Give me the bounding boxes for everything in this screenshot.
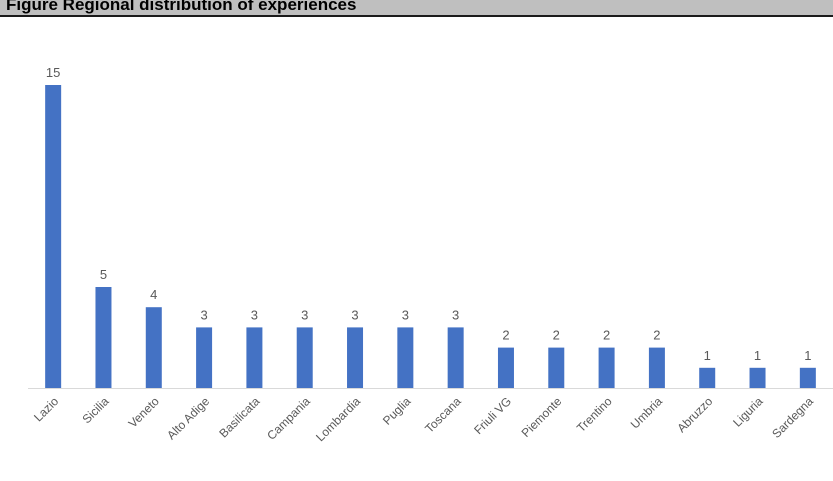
x-tick-label: Piemonte	[519, 394, 565, 440]
x-tick-label: Liguria	[730, 394, 766, 430]
data-label: 3	[402, 307, 409, 322]
data-label: 3	[200, 307, 207, 322]
bar-chart: 15 Lazio 5 Sicilia 4 Veneto 3 Alto Adige 3 Basili…	[28, 65, 833, 444]
data-label: 2	[553, 328, 560, 343]
x-tick-label: Lazio	[31, 394, 61, 424]
data-label: 5	[100, 267, 107, 282]
bar	[548, 347, 565, 388]
bar	[95, 287, 112, 388]
bar	[296, 327, 313, 388]
bar	[447, 327, 464, 388]
figure-caption: Figure Regional distribution of experien…	[6, 0, 357, 14]
bar	[699, 367, 716, 388]
data-label: 15	[46, 65, 60, 80]
data-label: 3	[251, 307, 258, 322]
bar	[598, 347, 615, 388]
chart-area: 15 Lazio 5 Sicilia 4 Veneto 3 Alto Adige 3 Basili…	[0, 17, 833, 476]
x-tick-label: Puglia	[380, 394, 414, 428]
x-tick-label: Toscana	[422, 394, 464, 436]
bar	[145, 307, 162, 388]
data-label: 2	[603, 328, 610, 343]
data-label: 1	[704, 348, 711, 363]
bar	[497, 347, 514, 388]
x-tick-label: Umbria	[628, 394, 665, 431]
x-tick-label: Friuli VG	[471, 394, 514, 437]
x-tick-label: Veneto	[126, 394, 163, 431]
x-tick-label: Alto Adige	[164, 394, 212, 442]
data-label: 2	[653, 328, 660, 343]
bar	[45, 85, 62, 388]
x-tick-label: Abruzzo	[674, 394, 715, 435]
data-label: 3	[351, 307, 358, 322]
data-label: 3	[452, 307, 459, 322]
bar	[246, 327, 263, 388]
bar	[799, 367, 816, 388]
x-tick-label: Basilicata	[216, 394, 262, 440]
bar	[196, 327, 213, 388]
bar	[749, 367, 766, 388]
x-tick-label: Campania	[264, 394, 313, 443]
bar	[397, 327, 414, 388]
x-tick-label: Trentino	[574, 394, 615, 435]
data-label: 1	[804, 348, 811, 363]
data-label: 3	[301, 307, 308, 322]
bar	[648, 347, 665, 388]
bar	[347, 327, 364, 388]
x-tick-label: Sicilia	[80, 394, 112, 426]
x-tick-label: Sardegna	[769, 394, 816, 441]
data-label: 4	[150, 287, 157, 302]
figure-caption-bar: Figure Regional distribution of experien…	[0, 0, 833, 17]
data-label: 2	[502, 328, 509, 343]
data-label: 1	[754, 348, 761, 363]
x-tick-label: Lombardia	[313, 394, 363, 444]
